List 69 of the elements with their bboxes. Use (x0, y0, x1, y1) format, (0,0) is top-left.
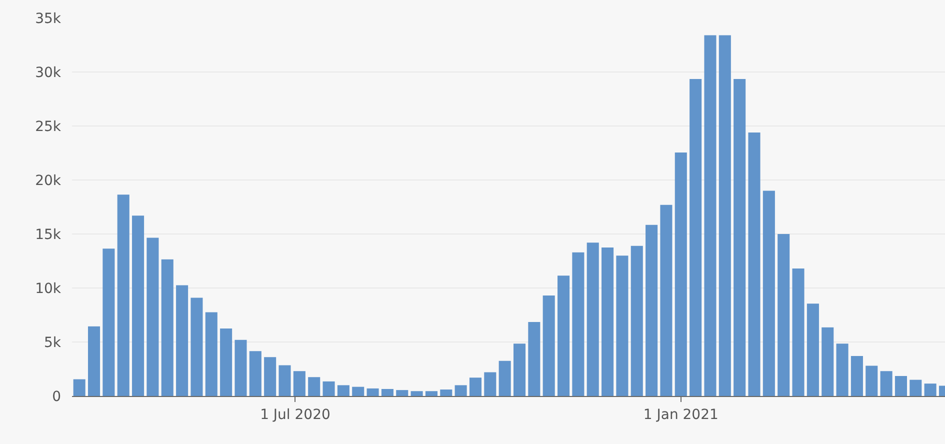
bar (924, 384, 936, 396)
bar (190, 298, 203, 396)
bar (322, 381, 335, 396)
bar (278, 365, 291, 396)
y-tick-label: 5k (44, 334, 62, 351)
bar (410, 391, 423, 396)
bar (234, 340, 247, 396)
x-tick-label: 1 Jul 2020 (260, 406, 330, 423)
bar (850, 356, 863, 396)
bar (484, 372, 496, 396)
bar (586, 242, 599, 396)
bar (73, 379, 86, 396)
bar (572, 252, 584, 396)
bar (176, 285, 188, 396)
bar (528, 322, 540, 396)
bar (660, 204, 672, 396)
bar (806, 304, 819, 396)
bar (88, 326, 100, 396)
bar (425, 391, 438, 396)
x-tick-label: 1 Jan 2021 (643, 406, 718, 423)
bar (454, 385, 467, 396)
bar (602, 248, 614, 396)
bar (469, 378, 482, 396)
bar (146, 238, 159, 396)
bar (396, 390, 408, 396)
bar (792, 268, 804, 396)
bar (880, 371, 892, 396)
bar (352, 386, 364, 396)
bar (542, 296, 555, 396)
bar (381, 388, 394, 396)
y-tick-label: 20k (35, 172, 62, 189)
y-tick-label: 10k (35, 280, 62, 297)
y-tick-label: 15k (35, 226, 62, 243)
bar (220, 328, 232, 396)
bar (690, 79, 702, 396)
bar (836, 344, 848, 396)
bar (762, 190, 775, 396)
bar (293, 371, 306, 396)
bar (778, 234, 790, 396)
bar (264, 357, 276, 396)
y-tick-label: 25k (35, 118, 62, 135)
y-tick-label: 35k (35, 10, 62, 27)
bar (910, 380, 922, 396)
bar (674, 152, 687, 396)
bar (249, 351, 262, 396)
bar (337, 385, 350, 396)
bar (308, 377, 320, 396)
bar (894, 376, 907, 396)
bar (866, 366, 878, 396)
bar (161, 259, 174, 396)
y-tick-label: 30k (35, 64, 62, 81)
bar (117, 194, 130, 396)
bar (748, 132, 760, 396)
bar (366, 388, 379, 396)
bar (616, 256, 628, 396)
bar (440, 390, 452, 396)
bar (558, 276, 570, 396)
bar (498, 360, 511, 396)
bar (132, 216, 144, 396)
bar (646, 224, 658, 396)
bar (102, 248, 115, 396)
bar (513, 344, 526, 396)
y-tick-label: 0 (52, 388, 61, 405)
bar (704, 35, 716, 396)
bar (734, 79, 746, 396)
bar (822, 327, 834, 396)
bar (718, 35, 731, 396)
bar (205, 312, 218, 396)
bar (630, 246, 643, 396)
